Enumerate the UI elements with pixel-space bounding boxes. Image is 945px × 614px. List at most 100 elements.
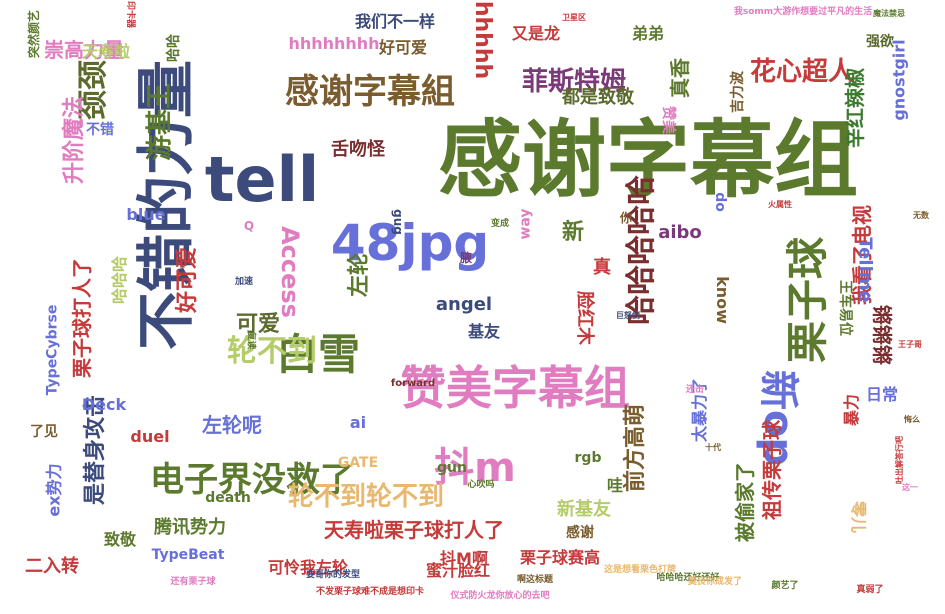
word-cloud-word: hhhhhhhh <box>288 34 380 53</box>
word-cloud-word: 轮不到轮不到 <box>287 482 444 512</box>
word-cloud-word: hhhhh <box>470 1 495 80</box>
word-cloud-word: 无数 <box>913 211 929 220</box>
word-cloud-word: aibo <box>658 222 702 243</box>
word-cloud-word: 花心超人 <box>749 57 854 87</box>
word-cloud-word: 游基王 <box>144 82 175 162</box>
word-cloud-word: 栗子球 <box>782 236 832 364</box>
word-cloud-word: 我somm大游作想要过平凡的生活 <box>733 6 873 17</box>
word-cloud-word: 崇高力量 <box>44 38 124 62</box>
word-cloud-word: 暴力 <box>841 393 861 427</box>
word-cloud-word: 感谢字幕组 <box>437 111 858 209</box>
word-cloud-word: 新基友 <box>557 499 611 520</box>
word-cloud-word: 还击 <box>685 384 704 395</box>
word-cloud-word: 左轮 <box>346 252 372 298</box>
word-cloud-word: 锵锵锵 <box>870 305 894 365</box>
word-cloud-word: death <box>205 490 251 506</box>
word-cloud-word: 日常 <box>865 385 898 404</box>
word-cloud-word: 可爱 <box>235 312 280 337</box>
word-cloud-word: gug <box>390 209 405 235</box>
word-cloud-word: 又是龙 <box>511 24 560 43</box>
word-cloud-word: rgb <box>574 450 602 466</box>
word-cloud-word: 莫良你成发了 <box>687 576 742 587</box>
word-cloud-word: Q <box>243 219 255 233</box>
word-cloud-word: 吉力波 <box>730 71 746 113</box>
word-cloud-word: 巨怒剑 <box>616 311 640 320</box>
word-cloud-word: Deck <box>81 395 127 414</box>
word-cloud-word: 吐出解答行吧 <box>895 436 904 484</box>
word-cloud-word: 王子哥 <box>898 340 922 349</box>
word-cloud-word: GATE <box>337 455 379 471</box>
word-cloud-word: 祖传栗子球 <box>760 420 784 520</box>
word-cloud-word: ex势力 <box>45 463 64 517</box>
word-cloud-word: 要哥你的发型 <box>305 569 360 580</box>
word-cloud-word: 不错 <box>86 122 114 138</box>
word-cloud-word: gun <box>437 460 467 476</box>
word-cloud-word: Access <box>276 226 304 318</box>
word-cloud-word: 火属性 <box>768 200 792 209</box>
word-cloud-word: tell <box>204 143 320 216</box>
word-cloud-word: 哇 <box>606 476 623 495</box>
word-cloud-word: ai <box>349 413 367 432</box>
word-cloud-word: 了见 <box>30 424 58 440</box>
word-cloud-word: 心吹吗 <box>467 479 495 490</box>
word-cloud-word: 48jpg <box>330 214 490 272</box>
word-cloud-word: 升阶魔法 <box>61 95 87 185</box>
word-cloud-word: 不发栗子球难不成是想印卡 <box>315 586 424 597</box>
word-cloud-word: 零儿 <box>848 500 868 534</box>
word-cloud-word: 天寿啦 <box>81 42 130 61</box>
word-cloud-word: 我们不一样 <box>354 12 435 31</box>
word-cloud-word: 复读 <box>245 330 256 350</box>
word-cloud-word: 赞美字幕组 <box>400 361 630 415</box>
word-cloud-word: 舌吻怪 <box>331 139 385 160</box>
word-cloud-word: 这一 <box>902 483 918 492</box>
word-cloud-word: 都是致敬 <box>562 87 634 108</box>
word-cloud-word: 哈哈哈 <box>109 255 129 305</box>
word-cloud-word: 还有栗子球 <box>170 576 216 587</box>
word-cloud-word: 仪式防火龙你放心的去吧 <box>450 590 550 601</box>
word-cloud-word: 好可爱 <box>174 246 200 314</box>
word-cloud-word: way <box>517 208 534 240</box>
word-cloud-word: duel <box>130 427 170 446</box>
word-cloud-word: 菲斯特姆 <box>521 67 626 97</box>
word-cloud-word: 变成 <box>490 218 509 229</box>
word-cloud-word: 强欲 <box>866 34 894 50</box>
word-cloud-word: 王车易位 <box>837 280 853 336</box>
word-cloud-word: 感谢字幕組 <box>285 72 455 112</box>
word-cloud-word: 二入转 <box>25 556 79 577</box>
word-cloud-word: TypeBeat <box>151 547 225 563</box>
word-cloud-word: 脸红木 <box>574 291 595 345</box>
word-cloud-word: 突然颜艺 <box>26 9 41 59</box>
word-cloud-word: 啊这标题 <box>516 574 553 585</box>
word-cloud-word: 抖M啊 <box>440 549 488 568</box>
word-cloud-word: 这是想看栗色打牌 <box>603 564 676 575</box>
word-cloud-word: 腾讯势力 <box>154 517 226 538</box>
word-cloud-word: TypeCybrse <box>44 304 60 396</box>
word-cloud-word: 哈哈哈哈哈 <box>624 175 659 325</box>
word-cloud-word: 感谢 <box>566 525 594 541</box>
word-cloud-word: 左轮呢 <box>202 413 262 437</box>
word-cloud-word: 被偷家了 <box>733 462 757 542</box>
word-cloud-word: 哈哈哈还好还好 <box>656 572 720 583</box>
word-cloud-word: forward <box>390 378 436 389</box>
word-cloud-word: 卫星区 <box>562 13 586 22</box>
word-cloud-word: 电子界没救了 <box>150 460 354 500</box>
word-cloud-word: 致敬 <box>103 530 136 549</box>
word-cloud-word: 哈哈 <box>166 34 182 62</box>
word-cloud-word: 栗子球赛高 <box>519 548 600 567</box>
word-cloud-word: Tellme <box>855 237 876 303</box>
word-cloud-word: 基友 <box>467 322 500 341</box>
word-cloud-word: 可怜我左轮 <box>267 558 348 577</box>
word-cloud-word: 前方高萌 <box>622 403 648 493</box>
word-cloud-word: 你 <box>619 211 632 225</box>
word-cloud-word: 好可爱 <box>378 38 427 57</box>
word-cloud-word: blue <box>126 205 166 224</box>
word-cloud-word: 白雪 <box>275 330 360 379</box>
word-cloud-word: 腋 <box>459 251 472 265</box>
word-cloud-word: gnostgirl <box>889 39 909 121</box>
word-cloud-word: 栗子球打人了 <box>70 258 94 378</box>
word-cloud-word: 悔么 <box>904 415 920 424</box>
word-cloud-word: 印卡器 <box>125 0 136 29</box>
word-cloud-word: 轮不到 <box>227 334 317 369</box>
word-cloud-word: 抖m <box>434 445 516 491</box>
